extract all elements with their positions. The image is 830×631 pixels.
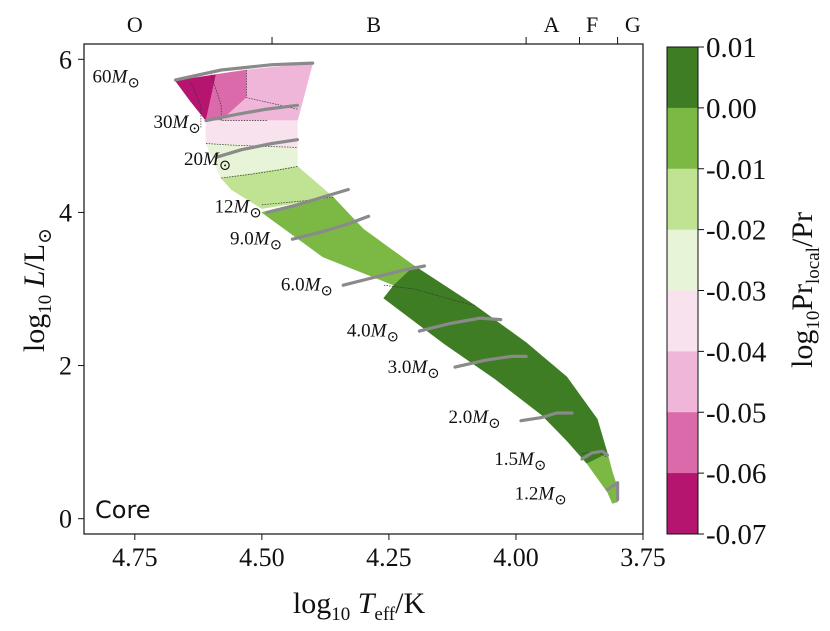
contour-line-3 bbox=[205, 143, 298, 148]
x-tick-label-3: 4.00 bbox=[493, 543, 539, 572]
track-4 bbox=[290, 214, 371, 241]
mass-label-4: 9.0M⊙ bbox=[230, 229, 282, 254]
colorbar-tick-label-4: -0.03 bbox=[706, 276, 766, 308]
spectral-type-G: G bbox=[625, 12, 641, 37]
spectral-type-B: B bbox=[366, 12, 381, 37]
y-tick-label-0: 0 bbox=[59, 505, 72, 534]
track-2 bbox=[214, 138, 299, 159]
colorbar-tick-label-5: -0.04 bbox=[706, 336, 767, 368]
colorbar-segment-1 bbox=[667, 107, 698, 170]
colorbar-tick-label-1: 0.00 bbox=[706, 93, 757, 125]
y-tick-label-3: 6 bbox=[59, 45, 72, 74]
plot-frame bbox=[83, 43, 644, 535]
x-tick-label-0: 4.75 bbox=[112, 543, 158, 572]
track-9 bbox=[580, 449, 610, 461]
contour-line-1 bbox=[210, 74, 267, 121]
colorbar-tick-label-7: -0.06 bbox=[706, 458, 766, 490]
colorbar-tick-label-2: -0.01 bbox=[706, 154, 766, 186]
mass-label-9: 1.5M⊙ bbox=[494, 449, 546, 474]
colorbar-tick-label-8: -0.07 bbox=[706, 519, 766, 551]
x-tick-label-4: 3.75 bbox=[620, 543, 666, 572]
mass-label-2: 20M⊙ bbox=[184, 149, 231, 174]
colorbar-tick-label-6: -0.05 bbox=[706, 397, 766, 429]
color-region-5 bbox=[220, 166, 334, 209]
mass-label-5: 6.0M⊙ bbox=[281, 275, 333, 300]
contour-line-2 bbox=[246, 70, 298, 110]
track-3 bbox=[265, 187, 350, 214]
track-7 bbox=[453, 354, 528, 369]
mass-label-6: 4.0M⊙ bbox=[347, 320, 399, 345]
color-region-8 bbox=[586, 453, 618, 504]
colorbar-segment-5 bbox=[667, 351, 698, 413]
mass-label-7: 3.0M⊙ bbox=[388, 357, 440, 382]
colorbar-segment-3 bbox=[667, 229, 698, 291]
x-axis-ticks: 4.75 4.50 4.25 4.00 3.75 bbox=[112, 534, 666, 572]
track-5 bbox=[341, 264, 427, 287]
mass-label-0: 60M⊙ bbox=[92, 66, 139, 91]
color-region-3 bbox=[205, 120, 298, 148]
contour-line-6 bbox=[383, 284, 476, 307]
y-tick-label-2: 4 bbox=[59, 198, 72, 227]
colorbar-label: log10Prlocal/Pr bbox=[786, 212, 824, 368]
spectral-type-ticks bbox=[271, 37, 619, 44]
colorbar-segment-6 bbox=[667, 412, 698, 474]
mass-label-1: 30M⊙ bbox=[153, 112, 200, 137]
color-regions bbox=[174, 62, 618, 504]
colorbar-segment-7 bbox=[667, 473, 698, 535]
mass-label-8: 2.0M⊙ bbox=[449, 407, 501, 432]
colorbar-tick-label-0: 0.01 bbox=[706, 32, 757, 64]
colorbar-tick-label-3: -0.02 bbox=[706, 215, 766, 247]
contour-lines bbox=[190, 70, 608, 458]
colorbar-segment-0 bbox=[667, 47, 698, 109]
contour-line-5 bbox=[261, 196, 334, 206]
colorbar-segment-2 bbox=[667, 168, 698, 231]
mass-label-3: 12M⊙ bbox=[214, 196, 261, 221]
track-0 bbox=[173, 61, 315, 82]
mass-labels: 60M⊙ 30M⊙ 20M⊙ 12M⊙ 9.0M⊙ 6.0M⊙ 4.0M⊙ 3.0M⊙ 2.0M… bbox=[92, 66, 566, 508]
colorbar-segment-4 bbox=[667, 290, 698, 352]
colorbar-ticks: 0.01 0.00 -0.01 -0.02 -0.03 -0.04 -0.05 -0.06 -0… bbox=[698, 32, 767, 551]
track-8 bbox=[519, 411, 574, 423]
track-6 bbox=[417, 316, 503, 333]
y-tick-label-1: 2 bbox=[59, 352, 72, 381]
spectral-type-F: F bbox=[586, 12, 598, 37]
evolution-tracks bbox=[173, 61, 620, 502]
colorbar bbox=[666, 46, 699, 535]
y-axis-label: log10 L/L⊙ bbox=[18, 228, 56, 352]
x-tick-label-1: 4.50 bbox=[239, 543, 285, 572]
spectral-type-O: O bbox=[127, 12, 143, 37]
mass-label-10: 1.2M⊙ bbox=[515, 484, 567, 509]
track-1 bbox=[204, 103, 299, 123]
y-axis-ticks: 0 2 4 6 bbox=[59, 45, 84, 534]
x-axis-label: log10 Teff/K bbox=[293, 587, 426, 625]
contour-line-0 bbox=[190, 82, 202, 129]
x-tick-label-2: 4.25 bbox=[366, 543, 412, 572]
spectral-type-A: A bbox=[544, 12, 560, 37]
track-10 bbox=[605, 481, 620, 502]
contour-line-4 bbox=[221, 166, 298, 179]
panel-label: Core bbox=[95, 496, 151, 524]
